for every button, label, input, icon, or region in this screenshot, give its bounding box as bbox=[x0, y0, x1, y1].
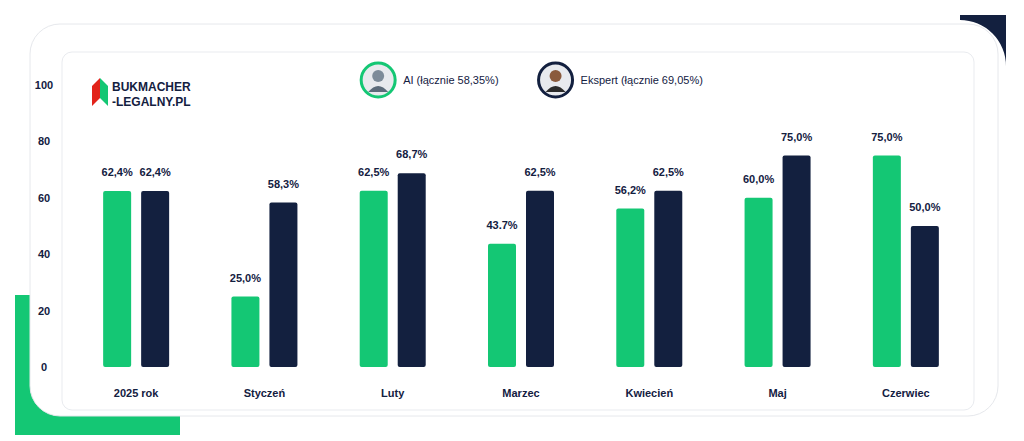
data-label: 62,4% bbox=[140, 166, 171, 178]
legend-avatar bbox=[539, 63, 573, 97]
data-label: 25,0% bbox=[230, 272, 261, 284]
legend-label: Ekspert (łącznie 69,05%) bbox=[581, 74, 703, 86]
bar bbox=[269, 203, 297, 367]
data-label: 62,5% bbox=[524, 166, 555, 178]
chart: BUKMACHER-LEGALNY.PL 0 20 40 60 80 100 62,4% 25,… bbox=[0, 0, 1024, 441]
legend-avatar-body bbox=[546, 86, 566, 92]
bar bbox=[103, 191, 131, 367]
y-tick-label: 60 bbox=[38, 192, 50, 204]
y-tick-label: 80 bbox=[38, 135, 50, 147]
data-label: 75,0% bbox=[781, 131, 812, 143]
data-label: 56,2% bbox=[615, 184, 646, 196]
legend-avatar-body bbox=[368, 86, 388, 92]
bar bbox=[654, 191, 682, 367]
bar bbox=[526, 191, 554, 367]
x-tick-label: Czerwiec bbox=[882, 387, 930, 399]
y-tick-label: 100 bbox=[35, 79, 53, 91]
data-label: 60,0% bbox=[743, 173, 774, 185]
logo-icon bbox=[92, 78, 100, 106]
bar bbox=[360, 191, 388, 367]
y-axis: 0 20 40 60 80 100 bbox=[35, 79, 53, 373]
x-tick-label: Kwiecień bbox=[625, 387, 673, 399]
bars bbox=[103, 156, 939, 368]
legend-label: AI (łącznie 58,35%) bbox=[403, 74, 498, 86]
logo-text: -LEGALNY.PL bbox=[112, 95, 191, 109]
legend-item: AI (łącznie 58,35%) bbox=[361, 63, 498, 97]
x-tick-label: Marzec bbox=[502, 387, 539, 399]
bar bbox=[616, 209, 644, 367]
data-label: 75,0% bbox=[871, 131, 902, 143]
logo: BUKMACHER-LEGALNY.PL bbox=[92, 78, 191, 109]
x-tick-label: 2025 rok bbox=[114, 387, 160, 399]
legend: AI (łącznie 58,35%) Ekspert (łącznie 69,0… bbox=[361, 63, 703, 97]
data-label: 50,0% bbox=[909, 201, 940, 213]
bar bbox=[488, 244, 516, 367]
card bbox=[30, 24, 998, 416]
bar bbox=[141, 191, 169, 367]
data-label: 43.7% bbox=[486, 219, 517, 231]
legend-avatar bbox=[361, 63, 395, 97]
data-labels: 62,4% 25,0% 62,5% 43.7% 56,2% 60,0% 75,0% 62,4%… bbox=[102, 131, 941, 284]
data-label: 62,5% bbox=[653, 166, 684, 178]
data-label: 58,3% bbox=[268, 178, 299, 190]
data-label: 62,4% bbox=[102, 166, 133, 178]
legend-item: Ekspert (łącznie 69,05%) bbox=[539, 63, 703, 97]
legend-avatar-head bbox=[372, 70, 384, 82]
x-tick-label: Maj bbox=[768, 387, 786, 399]
bar bbox=[873, 156, 901, 368]
y-tick-label: 20 bbox=[38, 305, 50, 317]
x-tick-label: Luty bbox=[381, 387, 405, 399]
data-label: 62,5% bbox=[358, 166, 389, 178]
plot-panel bbox=[62, 52, 974, 410]
x-tick-label: Styczeń bbox=[244, 387, 286, 399]
bar bbox=[911, 226, 939, 367]
legend-avatar-head bbox=[550, 70, 562, 82]
bar bbox=[231, 297, 259, 368]
bar bbox=[398, 173, 426, 367]
logo-text: BUKMACHER bbox=[112, 80, 191, 94]
data-label: 68,7% bbox=[396, 148, 427, 160]
x-axis: 2025 rok Styczeń Luty Marzec Kwiecień Maj Czer… bbox=[114, 387, 930, 399]
logo-icon bbox=[100, 78, 108, 106]
bar bbox=[745, 198, 773, 367]
y-tick-label: 0 bbox=[41, 361, 47, 373]
bar bbox=[783, 156, 811, 368]
y-tick-label: 40 bbox=[38, 248, 50, 260]
